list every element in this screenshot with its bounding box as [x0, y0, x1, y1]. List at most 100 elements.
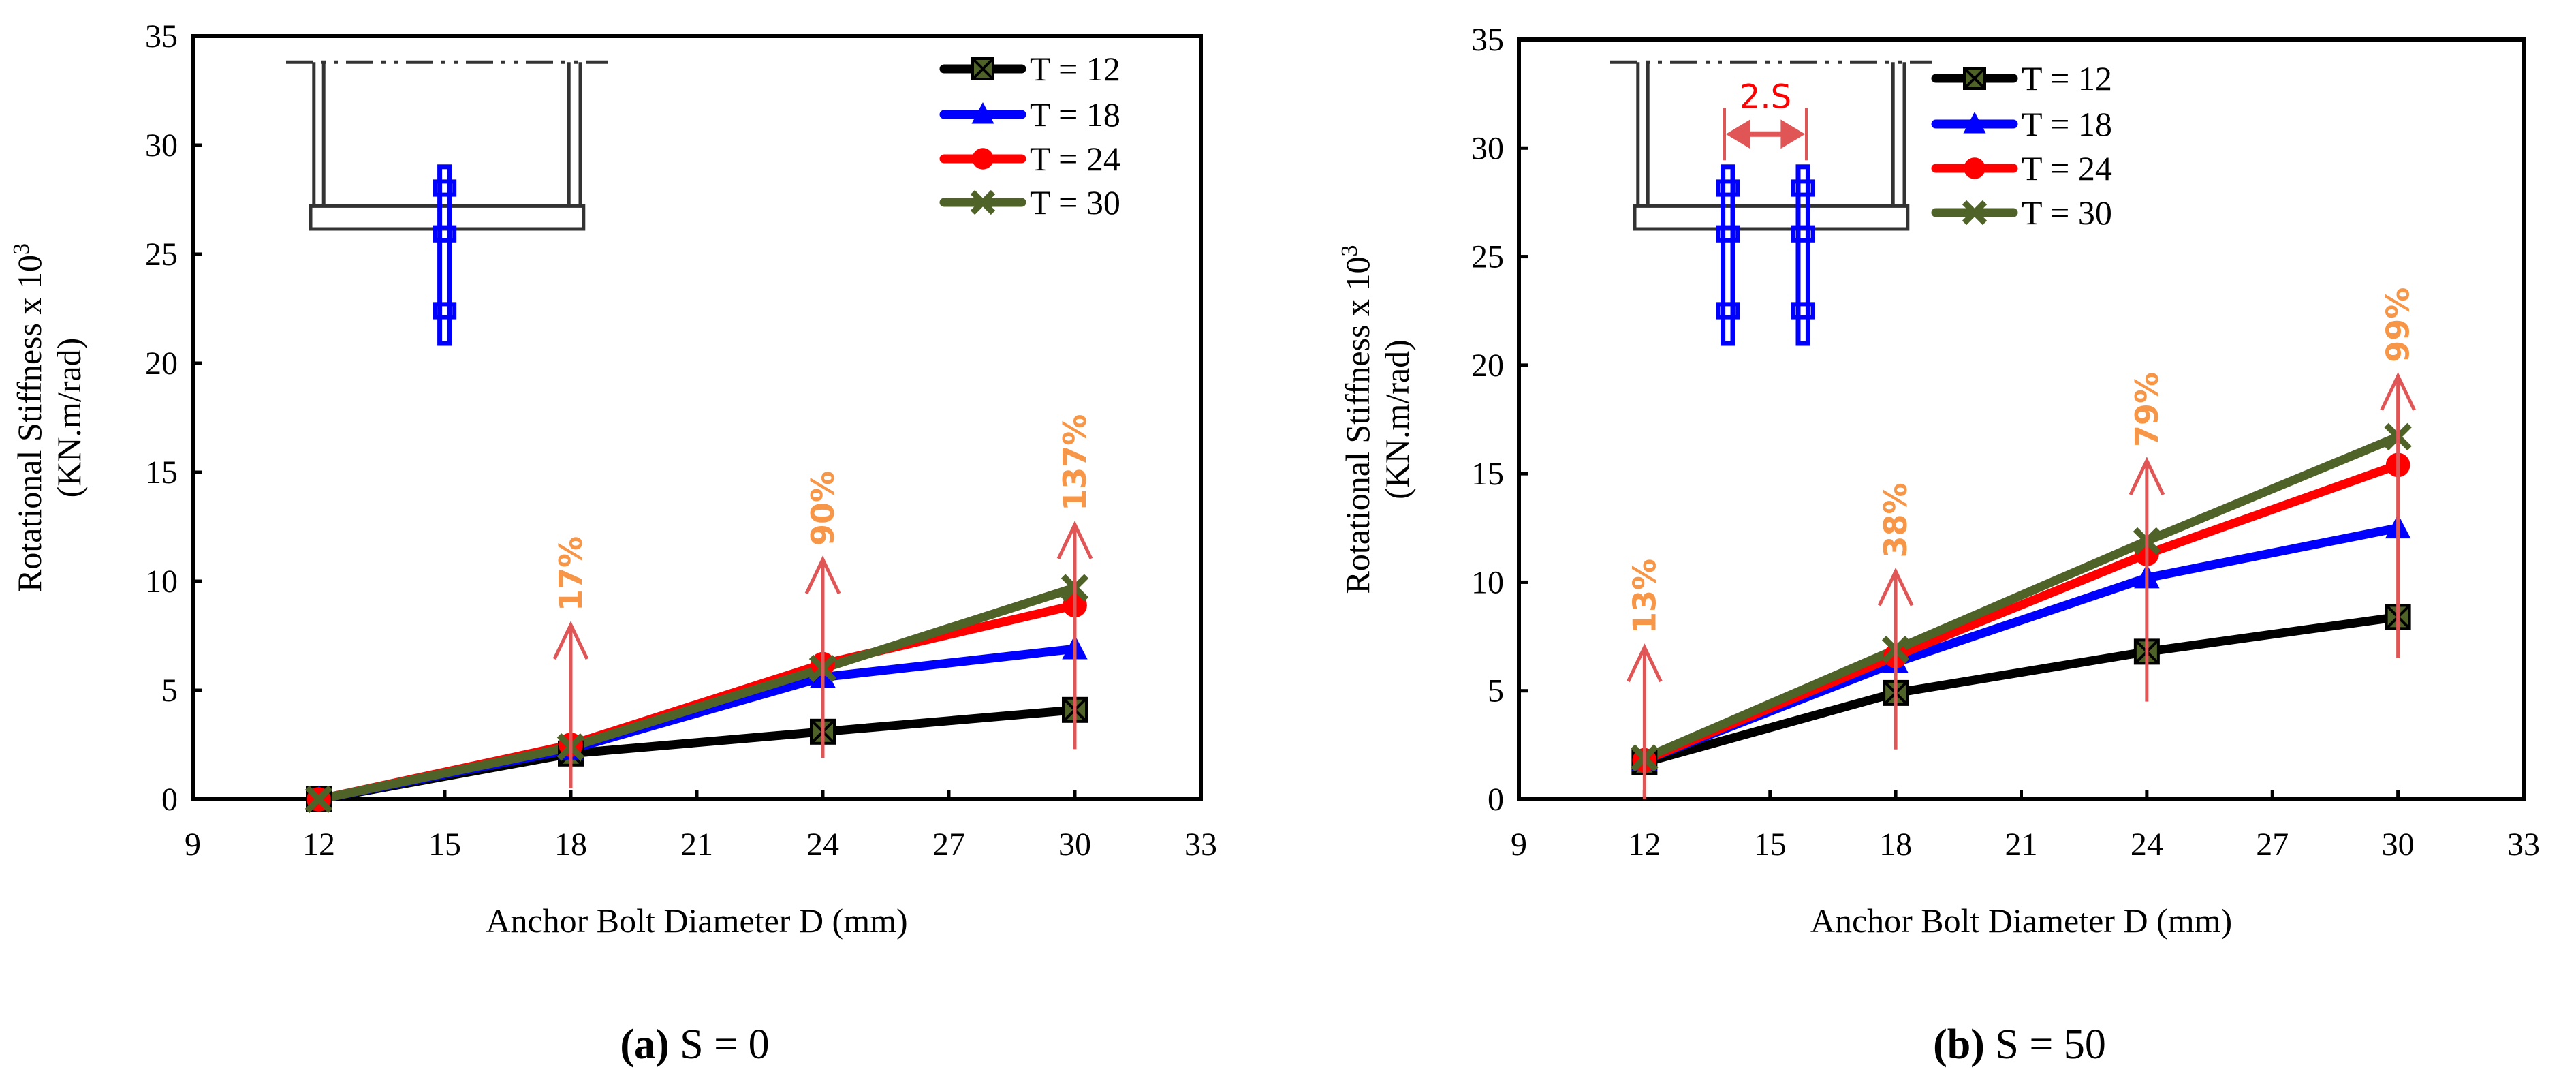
legend-item: T = 30: [1931, 194, 2112, 232]
y-tick-label: 35: [1471, 22, 1504, 58]
increase-arrow: [552, 621, 589, 788]
x-tick-label: 33: [2507, 827, 2540, 863]
bolt-nut: [433, 179, 457, 197]
legend-label: T = 24: [2022, 149, 2112, 187]
increase-arrow: [1627, 643, 1663, 799]
y-tick-label: 30: [1471, 130, 1504, 166]
x-tick-label: 15: [428, 827, 461, 863]
inset-dimension-label: 2.S: [1740, 78, 1791, 116]
x-tick-label: 15: [1754, 827, 1787, 863]
legend-item: T = 12: [1931, 59, 2112, 97]
increase-arrow: [804, 555, 841, 758]
legend-label: T = 12: [2022, 59, 2112, 97]
inset-schematic: [286, 60, 608, 346]
bolt-shank: [437, 164, 452, 346]
percent-increase-label: 137%: [1056, 414, 1093, 511]
y-tick-label: 20: [145, 345, 178, 382]
legend-label: T = 18: [1030, 95, 1120, 134]
y-tick-label: 35: [145, 18, 178, 55]
percent-increase-label: 99%: [2380, 288, 2417, 363]
y-axis-label-superscript: 3: [1337, 245, 1362, 257]
x-tick-label: 30: [1058, 827, 1091, 863]
bolt-nut: [433, 302, 457, 320]
x-axis-label: Anchor Bolt Diameter D (mm): [486, 902, 907, 940]
legend-item: T = 18: [1931, 105, 2112, 143]
bolt-nut: [1716, 302, 1740, 320]
x-tick-label: 24: [2131, 827, 2163, 863]
bolt-nut: [433, 225, 457, 243]
x-tick-label: 9: [185, 827, 201, 863]
legend-item: T = 18: [939, 95, 1120, 134]
bolt-nut: [1791, 225, 1815, 243]
inset-anchor-bolt: [433, 164, 457, 346]
percent-increase-label: 17%: [552, 536, 589, 611]
increase-arrow: [2129, 457, 2165, 702]
legend-label: T = 24: [1030, 140, 1120, 178]
caption-letter: (a): [620, 1021, 669, 1068]
marker-circle: [972, 148, 994, 170]
series-line-t30: [317, 583, 1076, 804]
bolt-shank: [1795, 164, 1810, 346]
x-tick-label: 27: [932, 827, 965, 863]
legend-label: T = 30: [1030, 183, 1120, 221]
y-axis-label: Rotational Stiffness x 103 (KN.m/rad): [9, 243, 88, 592]
x-tick-label: 21: [2005, 827, 2038, 863]
y-tick-label: 0: [1488, 782, 1504, 818]
y-tick-label: 25: [1471, 239, 1504, 275]
caption-text: S = 0: [670, 1021, 770, 1068]
caption-letter: (b): [1933, 1021, 1985, 1068]
bolt-nut: [1791, 179, 1815, 197]
percent-increase-label: 90%: [804, 471, 841, 546]
y-tick-label: 30: [145, 127, 178, 164]
inset-schematic: 2.S: [1610, 60, 1932, 346]
x-tick-label: 18: [1879, 827, 1912, 863]
y-tick-label: 0: [161, 782, 178, 818]
x-axis-label: Anchor Bolt Diameter D (mm): [1810, 902, 2232, 940]
y-tick-label: 10: [145, 564, 178, 600]
series-line-t12: [317, 705, 1075, 804]
chart-a: 0 5 10 15 20 25 30 35 9 12 15 18 21 24 27 30 33 Anchor Bo…: [9, 18, 1217, 1068]
x-tick-label: 24: [806, 827, 839, 863]
series-line-t30: [1642, 432, 2400, 763]
y-axis-label-superscript: 3: [9, 243, 34, 255]
bolt-nut: [1791, 302, 1815, 320]
x-tick-label: 33: [1184, 827, 1217, 863]
marker-square-x: [1963, 67, 1986, 90]
series-line-t24: [1642, 461, 2400, 765]
y-axis-label-line1: Rotational Stiffness x 10: [10, 255, 48, 592]
series-line-t24: [317, 600, 1076, 804]
y-tick-label: 5: [1488, 673, 1504, 709]
inset-base-plate: [1633, 204, 1910, 231]
legend-label: T = 18: [2022, 105, 2112, 143]
legend-item: T = 12: [939, 50, 1120, 88]
increase-arrow: [1056, 521, 1093, 750]
legend-label: T = 12: [1030, 50, 1120, 88]
series-line-t12: [1643, 612, 2399, 767]
y-axis-label-line1: Rotational Stiffness x 10: [1338, 257, 1377, 594]
marker-triangle: [971, 102, 994, 124]
dimension-arrow: [1725, 119, 1806, 149]
legend-item: T = 30: [939, 183, 1120, 221]
y-tick-label: 10: [1471, 564, 1504, 600]
percent-increase-label: 13%: [1626, 559, 1663, 634]
marker-x: [970, 189, 996, 215]
y-axis-label-line2: (KN.m/rad): [50, 338, 88, 498]
subfigure-caption: (b) S = 50: [1933, 1021, 2106, 1068]
x-tick-label: 21: [680, 827, 713, 863]
x-tick-label: 30: [2382, 827, 2415, 863]
chart-b: 0 5 10 15 20 25 30 35 9 12 15 18 21 24 27 30 33 Anchor Bo…: [1337, 22, 2540, 1068]
legend-label: T = 30: [2022, 194, 2112, 232]
marker-circle: [1964, 157, 1985, 179]
y-tick-label: 15: [1471, 456, 1504, 492]
y-tick-label: 25: [145, 236, 178, 273]
increase-arrow: [1877, 567, 1914, 750]
y-tick-label: 20: [1471, 348, 1504, 384]
x-tick-label: 12: [302, 827, 335, 863]
series-line-t18: [1643, 523, 2399, 765]
marker-x: [1962, 200, 1988, 226]
y-tick-label: 5: [161, 673, 178, 709]
y-axis-label: Rotational Stiffness x 103 (KN.m/rad): [1337, 245, 1416, 594]
inset-anchor-bolt: [1791, 164, 1815, 346]
subfigure-caption: (a) S = 0: [620, 1021, 769, 1068]
